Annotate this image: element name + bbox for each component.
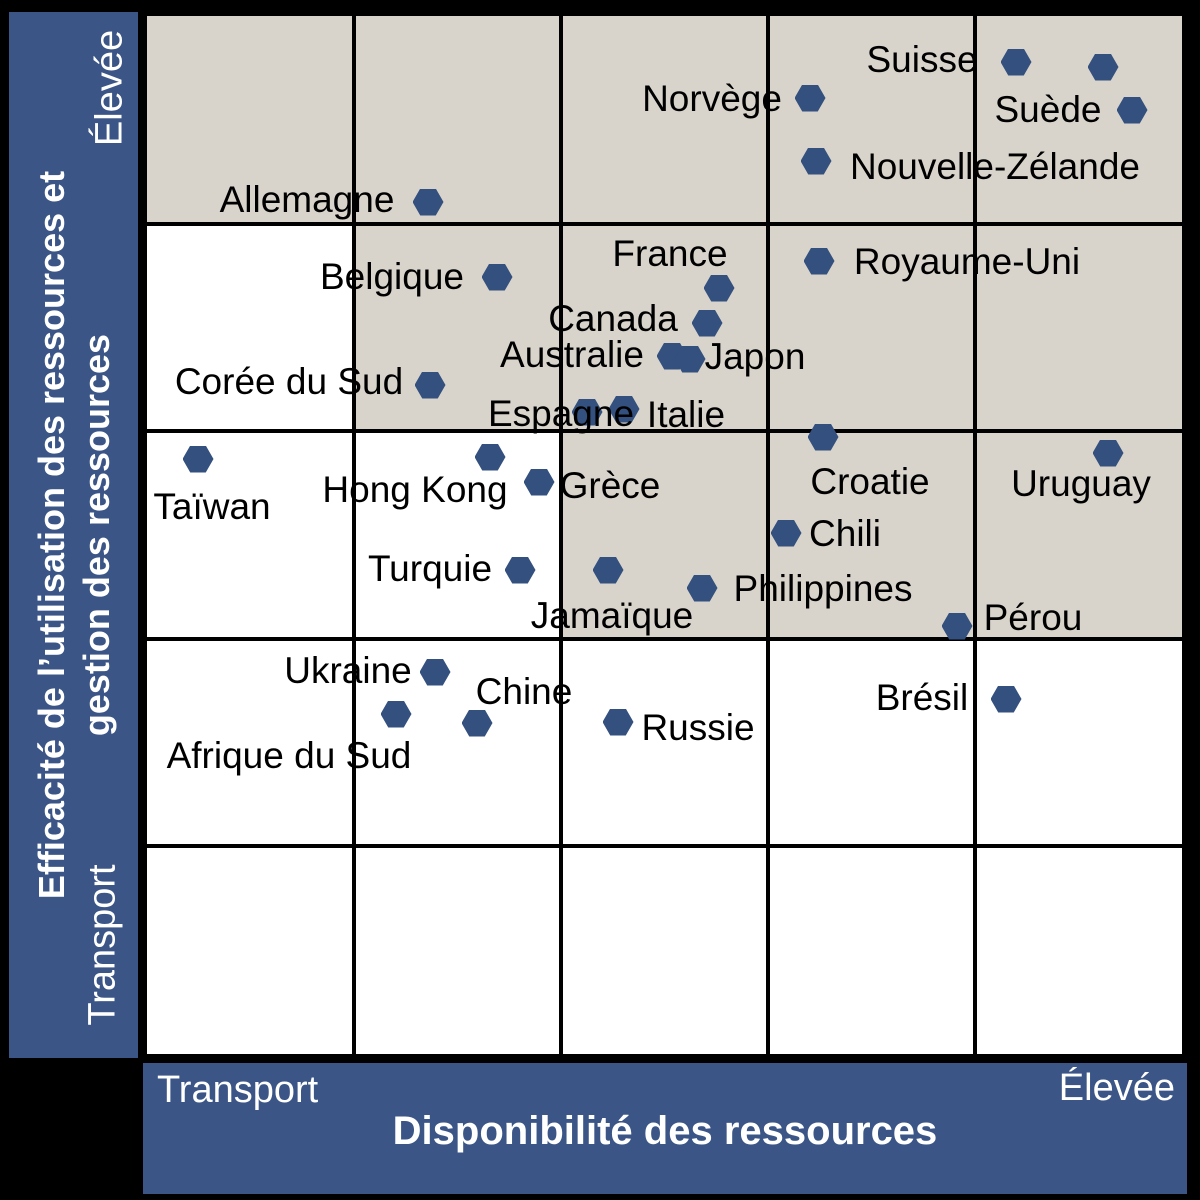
shaded-cell-r1-c2 bbox=[561, 223, 768, 432]
country-label-chili: Chili bbox=[809, 513, 881, 554]
grid-line-vertical-1 bbox=[352, 16, 356, 1054]
shaded-cell-r1-c3 bbox=[768, 223, 975, 432]
country-label-italie: Italie bbox=[646, 394, 726, 435]
country-label-turquie: Turquie bbox=[367, 548, 493, 589]
shaded-cell-r2-c4 bbox=[975, 431, 1182, 639]
country-label-croatie: Croatie bbox=[810, 461, 930, 502]
country-label-afrique-du-sud: Afrique du Sud bbox=[166, 735, 412, 776]
shaded-cell-r0-c2 bbox=[561, 16, 768, 224]
country-marker-p-rou bbox=[941, 612, 973, 640]
country-marker-br-sil bbox=[990, 685, 1022, 713]
country-marker-chili bbox=[770, 519, 802, 547]
shaded-cell-r2-c2 bbox=[561, 431, 768, 639]
country-label-france: France bbox=[612, 233, 728, 274]
country-label-allemagne: Allemagne bbox=[219, 179, 395, 220]
country-label-australie: Australie bbox=[500, 334, 644, 375]
country-label-suisse: Suisse bbox=[866, 39, 978, 80]
country-label-canada: Canada bbox=[548, 298, 678, 339]
country-marker-japon bbox=[674, 345, 706, 373]
shaded-cell-r0-c0 bbox=[147, 16, 354, 224]
country-label-p-rou: Pérou bbox=[983, 597, 1083, 638]
plot-grid: Suisse Suède Norvège Nouvelle-Zélande Allema… bbox=[143, 12, 1186, 1058]
country-label-jama-que: Jamaïque bbox=[530, 595, 694, 636]
x-axis-band: Transport Élevée Disponibilité des resso… bbox=[143, 1063, 1187, 1194]
country-label-norv-ge: Norvège bbox=[642, 78, 782, 119]
country-label-su-de: Suède bbox=[994, 89, 1102, 130]
country-marker-chine bbox=[461, 709, 493, 737]
country-label-ta-wan: Taïwan bbox=[153, 486, 271, 527]
country-marker-canada bbox=[691, 309, 723, 337]
country-label-russie: Russie bbox=[641, 707, 755, 748]
shaded-cell-r1-c1 bbox=[354, 223, 561, 432]
shaded-cell-r1-c4 bbox=[975, 223, 1182, 432]
y-axis-title-line2: gestion des ressources bbox=[75, 333, 117, 737]
country-marker-croatie bbox=[807, 423, 839, 451]
country-label-ukraine: Ukraine bbox=[284, 650, 412, 691]
y-axis-top-label: Élevée bbox=[88, 29, 131, 147]
x-axis-title: Disponibilité des ressources bbox=[392, 1109, 938, 1153]
country-marker-nouvelle-z-lande bbox=[800, 147, 832, 175]
country-marker-france bbox=[703, 274, 735, 302]
country-marker-espagne bbox=[571, 398, 603, 426]
y-axis-band: Efficacité de l’utilisation des ressourc… bbox=[9, 12, 138, 1058]
country-marker-turquie bbox=[504, 556, 536, 584]
country-marker-italie bbox=[608, 395, 640, 423]
country-label-uruguay: Uruguay bbox=[1011, 463, 1151, 504]
x-axis-left-label: Transport bbox=[157, 1069, 319, 1111]
grid-line-horizontal-3 bbox=[147, 636, 1182, 641]
country-marker-afrique-du-sud bbox=[380, 700, 412, 728]
grid-line-vertical-2 bbox=[559, 16, 563, 1054]
country-label-cor-e-du-sud: Corée du Sud bbox=[174, 361, 404, 402]
country-label-br-sil: Brésil bbox=[875, 677, 969, 718]
country-label-royaume-uni: Royaume-Uni bbox=[853, 241, 1081, 282]
country-marker-ukraine bbox=[419, 658, 451, 686]
grid-line-horizontal-2 bbox=[147, 429, 1182, 434]
country-label-hong-kong: Hong Kong bbox=[322, 469, 508, 510]
country-marker-hong-kong bbox=[474, 443, 506, 471]
country-label-philippines: Philippines bbox=[733, 568, 913, 609]
country-marker-jama-que bbox=[592, 556, 624, 584]
y-axis-title: Efficacité de l’utilisation des ressourc… bbox=[29, 171, 119, 899]
shaded-cell-r0-c3 bbox=[768, 16, 975, 224]
grid-line-horizontal-4 bbox=[147, 844, 1182, 849]
country-marker-russie bbox=[602, 708, 634, 736]
shaded-cell-r2-c3 bbox=[768, 431, 975, 639]
country-label-nouvelle-z-lande: Nouvelle-Zélande bbox=[849, 146, 1141, 187]
country-marker-ta-wan bbox=[182, 445, 214, 473]
country-label-gr-ce: Grèce bbox=[559, 465, 661, 506]
grid-line-vertical-4 bbox=[973, 16, 977, 1054]
country-label-chine: Chine bbox=[475, 671, 573, 712]
country-marker-gr-ce bbox=[523, 468, 555, 496]
country-label-espagne: Espagne bbox=[487, 393, 635, 434]
x-axis-right-label: Élevée bbox=[1058, 1067, 1175, 1109]
shaded-cell-r0-c1 bbox=[354, 16, 561, 224]
country-marker-royaume-uni bbox=[803, 247, 835, 275]
grid-line-vertical-3 bbox=[766, 16, 770, 1054]
y-axis-title-line1: Efficacité de l’utilisation des ressourc… bbox=[30, 170, 72, 900]
country-label-japon: Japon bbox=[704, 336, 806, 377]
country-marker-philippines bbox=[686, 574, 718, 602]
country-marker-norv-ge bbox=[794, 84, 826, 112]
country-label-belgique: Belgique bbox=[319, 256, 465, 297]
grid-line-horizontal-1 bbox=[147, 221, 1182, 226]
y-axis-bottom-label: Transport bbox=[81, 864, 124, 1026]
